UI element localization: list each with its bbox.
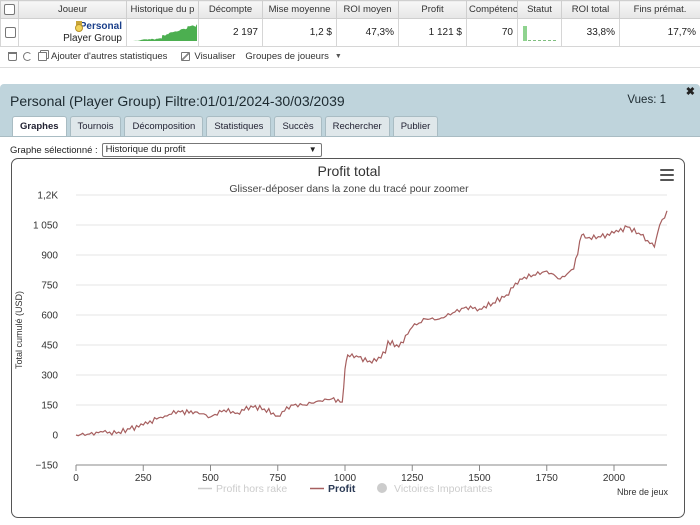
column-header-player[interactable]: Joueur [18, 0, 127, 19]
row-checkbox[interactable] [5, 26, 16, 38]
player-stats-table: Joueur Historique du p Décompte Mise moy… [0, 0, 700, 47]
roi-total-value: 33,8% [561, 18, 620, 47]
y-tick-label: 300 [41, 371, 58, 382]
add-stats-icon [38, 52, 47, 61]
player-groups-label: Groupes de joueurs [245, 51, 329, 62]
x-tick-label: 1750 [536, 473, 559, 484]
image-icon [181, 52, 191, 61]
profit-chart-svg[interactable]: Profit total Glisser-déposer dans la zone… [12, 159, 685, 518]
tab-tournois[interactable]: Tournois [69, 116, 122, 136]
avg-roi-value: 47,3% [336, 18, 399, 47]
x-tick-label: 250 [135, 473, 152, 484]
y-tick-label: 900 [41, 251, 58, 262]
panel-body: Graphe sélectionné : Historique du profi… [0, 136, 700, 525]
graph-select-row: Graphe sélectionné : Historique du profi… [10, 143, 322, 157]
graph-select-value: Historique du profit [105, 144, 186, 155]
y-tick-label: 750 [41, 281, 58, 292]
select-all-checkbox[interactable] [4, 3, 15, 15]
medal-icon [75, 21, 83, 32]
y-tick-label: 0 [52, 431, 58, 442]
x-tick-label: 500 [202, 473, 219, 484]
x-tick-label: 2000 [603, 473, 626, 484]
column-header-avg-stake[interactable]: Mise moyenne [262, 0, 337, 19]
status-bar [523, 25, 527, 41]
early-finish-value: 17,7% [619, 18, 700, 47]
chart-menu-icon[interactable] [660, 169, 674, 181]
graph-select-dropdown[interactable]: Historique du profit ▼ [101, 143, 322, 157]
table-header-row: Joueur Historique du p Décompte Mise moy… [0, 0, 700, 19]
x-axis-label: Nbre de jeux [617, 487, 669, 497]
y-tick-label: 150 [41, 401, 58, 412]
row-select-cell[interactable] [0, 18, 19, 47]
legend-item-victoires-importantes-symbol [377, 483, 387, 493]
legend-item-profit-hors-rake[interactable]: Profit hors rake [216, 483, 287, 495]
legend-item-victoires-importantes[interactable]: Victoires Importantes [394, 483, 492, 495]
x-tick-label: 1000 [334, 473, 357, 484]
series-line-profit[interactable] [75, 210, 668, 437]
player-groups-dropdown[interactable]: Groupes de joueurs ▼ [245, 51, 341, 62]
chevron-down-icon: ▼ [308, 145, 317, 154]
trash-icon[interactable] [8, 52, 17, 61]
x-tick-label: 1500 [468, 473, 491, 484]
visualize-label: Visualiser [194, 51, 236, 62]
player-group: Player Group [63, 32, 122, 44]
chart-title: Profit total [317, 163, 380, 179]
player-name[interactable]: Personal [79, 20, 122, 32]
y-tick-label: 1 050 [33, 221, 58, 232]
player-cell[interactable]: Personal Player Group [18, 18, 127, 47]
profit-history-sparkline [126, 18, 199, 47]
sparkline-chart [133, 24, 197, 41]
legend-item-profit[interactable]: Profit [328, 483, 356, 495]
column-header-skill[interactable]: Compétences [466, 0, 518, 19]
refresh-icon[interactable] [23, 52, 32, 61]
visualize-button[interactable]: Visualiser [181, 51, 235, 62]
column-header-profit[interactable]: Profit [398, 0, 467, 19]
add-stats-button[interactable]: Ajouter d'autres statistiques [38, 51, 167, 62]
report-tabs: Graphes Tournois Décomposition Statistiq… [12, 116, 439, 137]
sparkline-area [133, 24, 197, 41]
chart-subtitle: Glisser-déposer dans la zone du tracé po… [229, 183, 469, 195]
x-tick-label: 1250 [401, 473, 424, 484]
skill-value: 70 [466, 18, 518, 47]
views-counter: Vues: 1 [627, 94, 666, 106]
count-value: 2 197 [198, 18, 263, 47]
table-row[interactable]: Personal Player Group 2 197 1,2 $ 47,3% … [0, 18, 700, 47]
column-header-history[interactable]: Historique du p [126, 0, 199, 19]
tab-rechercher[interactable]: Rechercher [324, 116, 390, 136]
column-header-count[interactable]: Décompte [198, 0, 263, 19]
profit-chart[interactable]: Profit total Glisser-déposer dans la zone… [11, 158, 685, 518]
close-icon[interactable]: ✖ [685, 86, 695, 98]
column-header-status[interactable]: Statut [517, 0, 562, 19]
panel-title: Personal (Player Group) Filtre:01/01/202… [10, 93, 345, 109]
select-all-header[interactable] [0, 0, 19, 19]
tab-graphes[interactable]: Graphes [12, 116, 67, 137]
status-indicator [517, 18, 562, 47]
y-tick-label: −150 [35, 461, 58, 472]
graph-select-label: Graphe sélectionné : [10, 144, 98, 156]
stats-table-section: Joueur Historique du p Décompte Mise moy… [0, 0, 700, 68]
y-tick-label: 1,2K [37, 191, 58, 202]
profit-value: 1 121 $ [398, 18, 467, 47]
x-tick-label: 750 [269, 473, 286, 484]
tab-decomposition[interactable]: Décomposition [124, 116, 204, 136]
y-tick-label: 600 [41, 311, 58, 322]
avg-stake-value: 1,2 $ [262, 18, 337, 47]
tab-succes[interactable]: Succès [274, 116, 322, 136]
add-stats-label: Ajouter d'autres statistiques [51, 51, 168, 62]
table-toolbar: Ajouter d'autres statistiques Visualiser… [0, 46, 700, 68]
chevron-down-icon: ▼ [334, 53, 342, 60]
y-axis-label: Total cumulé (USD) [14, 291, 24, 369]
report-panel: Personal (Player Group) Filtre:01/01/202… [0, 84, 700, 525]
x-tick-label: 0 [73, 473, 79, 484]
tab-publier[interactable]: Publier [392, 116, 439, 136]
tab-statistiques[interactable]: Statistiques [206, 116, 272, 136]
y-tick-label: 450 [41, 341, 58, 352]
column-header-roi-total[interactable]: ROI total [561, 0, 620, 19]
column-header-avg-roi[interactable]: ROI moyen [336, 0, 399, 19]
column-header-early-finish[interactable]: Fins prémat. [619, 0, 700, 19]
